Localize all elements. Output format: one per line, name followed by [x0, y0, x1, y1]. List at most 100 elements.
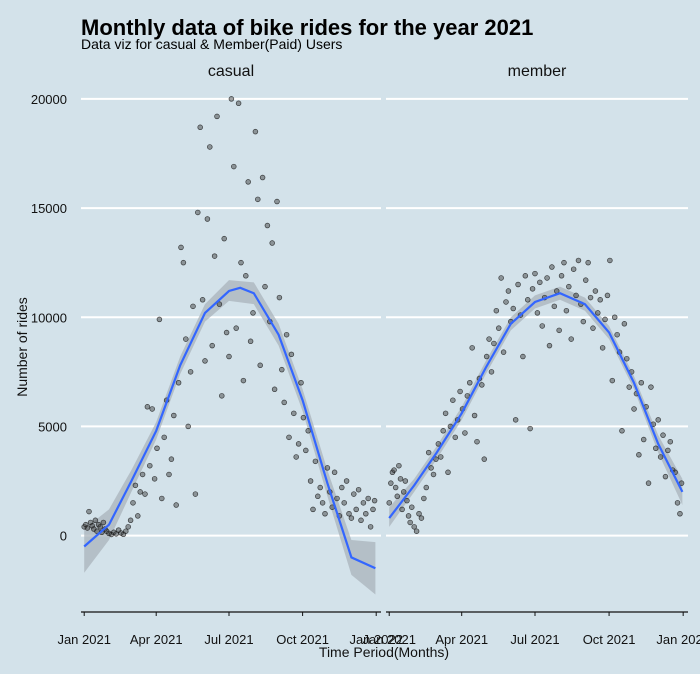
data-point — [467, 380, 473, 386]
data-point — [430, 471, 437, 478]
data-point — [544, 275, 550, 281]
data-point — [529, 286, 536, 292]
data-point — [452, 434, 459, 441]
data-point — [221, 235, 227, 242]
data-point — [185, 423, 191, 430]
data-point — [300, 414, 307, 421]
data-point — [367, 524, 374, 530]
data-point — [240, 377, 247, 384]
data-point — [631, 406, 637, 412]
data-point — [370, 506, 376, 513]
data-point — [255, 196, 261, 203]
data-point — [231, 163, 237, 170]
data-point — [587, 294, 594, 301]
data-point — [546, 342, 553, 349]
data-point — [399, 506, 405, 513]
data-point — [450, 397, 456, 403]
data-point — [590, 325, 596, 331]
data-point — [202, 358, 208, 364]
data-point — [187, 369, 194, 375]
x-tick-label: Jul 2021 — [510, 632, 559, 647]
chart-title: Monthly data of bike rides for the year … — [81, 15, 533, 40]
data-point — [214, 113, 220, 120]
data-point — [442, 410, 449, 417]
data-point — [180, 259, 187, 266]
data-point — [307, 478, 314, 484]
data-point — [438, 454, 444, 460]
data-point — [159, 495, 165, 502]
data-point — [471, 412, 478, 419]
data-point — [324, 465, 331, 471]
data-point — [561, 259, 567, 266]
data-point — [400, 489, 407, 495]
data-point — [568, 336, 574, 342]
data-point — [271, 386, 278, 393]
data-point — [397, 476, 404, 482]
data-point — [457, 388, 463, 395]
data-point — [498, 275, 504, 281]
data-point — [100, 519, 107, 526]
data-point — [135, 513, 141, 519]
data-point — [667, 438, 674, 445]
data-point — [295, 441, 302, 447]
x-tick-label: Apr 2021 — [435, 632, 488, 647]
data-point — [396, 462, 402, 469]
data-point — [657, 454, 664, 460]
data-point — [305, 428, 311, 434]
data-point — [515, 281, 521, 288]
data-point — [178, 244, 184, 251]
data-point — [405, 513, 412, 519]
data-point — [166, 471, 172, 478]
data-point — [648, 384, 654, 390]
y-tick-label: 0 — [60, 529, 67, 544]
data-point — [125, 524, 131, 530]
data-point — [404, 497, 410, 504]
data-point — [247, 338, 254, 345]
data-point — [245, 179, 251, 185]
chart-subtitle: Data viz for casual & Member(Paid) Users — [81, 36, 342, 52]
data-point — [388, 480, 394, 486]
data-point — [510, 305, 516, 312]
data-point — [566, 283, 572, 290]
data-point — [211, 253, 218, 259]
data-point — [319, 500, 326, 506]
data-point — [291, 410, 297, 417]
smooth-trend-line — [388, 292, 684, 519]
confidence-band — [389, 286, 683, 527]
data-point — [371, 497, 378, 504]
data-point — [190, 303, 196, 310]
data-point — [407, 519, 413, 526]
data-point — [283, 331, 290, 338]
data-point — [343, 478, 350, 484]
data-point — [611, 314, 618, 321]
data-point — [123, 528, 129, 534]
data-point — [486, 336, 492, 342]
data-point — [418, 515, 425, 521]
data-point — [445, 469, 451, 476]
y-tick-label: 20000 — [31, 92, 67, 107]
data-point — [315, 493, 321, 500]
data-point — [614, 331, 620, 338]
facet-member: Jan 2021 Apr 2021 Jul 2021 Oct 2021 Jan 2022… — [362, 63, 700, 647]
x-tick-label: Oct 2021 — [276, 632, 329, 647]
data-point — [259, 174, 266, 181]
data-point — [139, 471, 146, 478]
data-point — [522, 273, 529, 279]
data-point — [534, 310, 541, 316]
data-point — [636, 452, 642, 458]
data-point — [197, 124, 203, 131]
data-point — [192, 491, 199, 497]
data-point — [500, 349, 507, 355]
data-point — [575, 257, 582, 264]
data-point — [262, 283, 268, 290]
data-point — [532, 270, 538, 277]
data-point — [655, 417, 661, 423]
data-point — [147, 462, 153, 469]
data-point — [132, 482, 139, 489]
data-point — [409, 504, 415, 510]
data-point — [391, 467, 397, 473]
data-point — [360, 500, 367, 506]
data-point — [199, 297, 206, 303]
data-point — [235, 100, 242, 107]
